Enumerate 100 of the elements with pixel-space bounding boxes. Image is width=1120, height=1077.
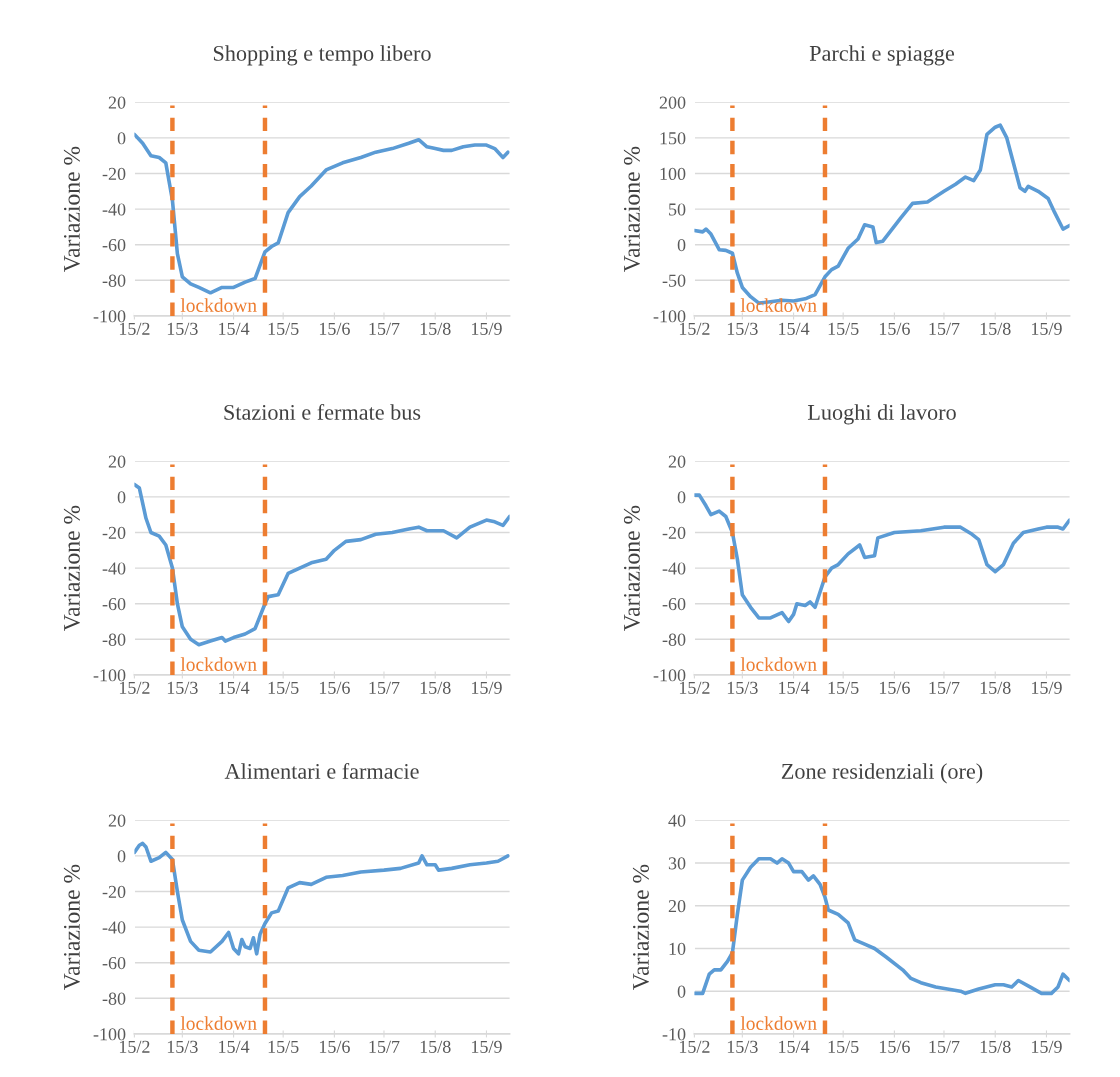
annotation: lockdown	[740, 298, 817, 312]
chart-title: Parchi e spiagge	[809, 45, 955, 66]
x-tick-label: 15/9	[1032, 1040, 1062, 1053]
y-tick-label: -60	[102, 956, 126, 970]
x-tick-label: 15/7	[369, 681, 400, 694]
x-tick-label: 15/5	[268, 681, 299, 694]
y-tick-label: 20	[108, 455, 126, 468]
y-axis-title: Variazione %	[632, 864, 649, 991]
y-tick-label: 40	[668, 814, 686, 827]
x-tick-label: 15/8	[420, 1040, 451, 1053]
y-tick-label: 10	[669, 942, 686, 955]
chart-title: Stazioni e fermate bus	[224, 404, 421, 420]
y-tick-label: -100	[653, 310, 686, 323]
y-tick-label: -40	[102, 203, 126, 216]
y-tick-label: 0	[117, 491, 126, 504]
y-tick-label: 100	[660, 167, 686, 180]
x-tick-label: 15/3	[727, 322, 758, 335]
y-tick-label: -50	[662, 274, 686, 287]
y-tick-label: 20	[668, 900, 686, 913]
y-tick-label: -100	[93, 310, 126, 323]
annotation: lockdown	[740, 657, 817, 671]
y-tick-label: -60	[102, 238, 126, 252]
chart-title: Shopping e tempo libero	[213, 45, 431, 66]
y-tick-label: -100	[93, 669, 126, 682]
y-tick-label: -40	[102, 562, 126, 575]
x-tick-label: 15/2	[679, 322, 710, 335]
x-tick-label: 15/4	[219, 681, 250, 694]
y-tick-label: -20	[662, 526, 686, 539]
y-tick-label: 0	[677, 491, 686, 504]
line-series	[134, 482, 510, 647]
x-tick-label: 15/5	[268, 1040, 299, 1053]
x-tick-label: 15/6	[319, 322, 350, 335]
x-tick-label: 15/7	[369, 322, 400, 335]
chart-title: Alimentari e farmacie	[224, 763, 419, 779]
x-tick-label: 15/5	[828, 322, 859, 335]
y-tick-label: 20	[108, 814, 126, 827]
x-tick-label: 15/8	[980, 322, 1011, 335]
x-tick-label: 15/6	[879, 1040, 910, 1053]
x-tick-label: 15/6	[879, 681, 910, 694]
x-tick-label: 15/3	[727, 1040, 758, 1053]
chart-title: Zone residenziali (ore)	[781, 763, 983, 784]
x-tick-label: 15/6	[879, 322, 910, 335]
x-tick-label: 15/7	[929, 681, 960, 694]
y-axis-title: Variazione %	[63, 864, 80, 991]
annotation: lockdown	[180, 298, 257, 312]
x-tick-label: 15/9	[1032, 681, 1062, 694]
y-tick-label: -80	[102, 992, 126, 1005]
y-tick-label: 0	[117, 132, 126, 145]
x-tick-label: 15/4	[219, 1040, 250, 1053]
y-tick-label: 150	[660, 132, 686, 145]
x-tick-label: 15/2	[119, 681, 150, 694]
x-tick-label: 15/6	[319, 681, 350, 694]
annotation: lockdown	[180, 657, 257, 671]
y-tick-label: -40	[662, 562, 686, 575]
line-series	[134, 841, 510, 956]
line-series	[694, 856, 1070, 996]
y-axis-title: Variazione %	[63, 146, 80, 273]
x-tick-label: 15/8	[420, 322, 451, 335]
x-tick-label: 15/2	[679, 1040, 710, 1053]
y-tick-label: -10	[662, 1028, 686, 1041]
y-tick-label: -40	[102, 921, 126, 934]
x-tick-label: 15/3	[167, 681, 198, 694]
x-tick-label: 15/7	[369, 1040, 400, 1053]
y-axis-title: Variazione %	[63, 505, 80, 632]
y-tick-label: -20	[102, 167, 126, 180]
y-tick-label: -80	[102, 633, 126, 646]
line-series	[134, 132, 510, 295]
annotation: lockdown	[740, 1016, 817, 1030]
x-tick-label: 15/9	[1032, 322, 1062, 335]
x-tick-label: 15/7	[929, 322, 960, 335]
x-tick-label: 15/6	[319, 1040, 350, 1053]
y-axis-title: Variazione %	[623, 505, 640, 632]
annotation: lockdown	[180, 1016, 257, 1030]
y-tick-label: 30	[668, 857, 686, 870]
x-tick-label: 15/8	[980, 681, 1011, 694]
x-tick-label: 15/5	[828, 681, 859, 694]
x-tick-label: 15/9	[472, 681, 502, 694]
x-tick-label: 15/2	[119, 322, 150, 335]
y-tick-label: 0	[117, 850, 126, 863]
x-tick-label: 15/5	[268, 322, 299, 335]
x-tick-label: 15/2	[119, 1040, 150, 1053]
chart-title: Luoghi di lavoro	[807, 404, 956, 425]
y-tick-label: 20	[668, 455, 686, 468]
x-tick-label: 15/9	[472, 322, 502, 335]
x-tick-label: 15/9	[472, 1040, 502, 1053]
x-tick-label: 15/7	[929, 1040, 960, 1053]
y-tick-label: 200	[659, 96, 686, 109]
x-tick-label: 15/4	[779, 322, 810, 335]
y-tick-label: -80	[662, 633, 686, 646]
y-tick-label: 20	[108, 96, 126, 109]
x-tick-label: 15/8	[980, 1040, 1011, 1053]
y-tick-label: -20	[102, 526, 126, 539]
x-tick-label: 15/5	[828, 1040, 859, 1053]
y-axis-title: Variazione %	[623, 146, 640, 273]
x-tick-label: 15/8	[420, 681, 451, 694]
x-tick-label: 15/3	[167, 1040, 198, 1053]
y-tick-label: 0	[677, 238, 686, 252]
line-series	[694, 493, 1070, 624]
x-tick-label: 15/2	[679, 681, 710, 694]
y-tick-label: -100	[93, 1028, 126, 1041]
